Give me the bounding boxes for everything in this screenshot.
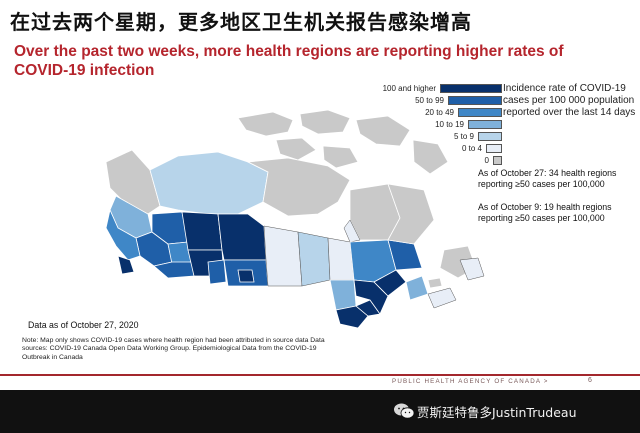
- slide-title-english: Over the past two weeks, more health reg…: [14, 43, 564, 79]
- region-sask-north: [181, 211, 223, 251]
- region-labrador: [387, 183, 435, 245]
- legend-label: 20 to 49: [425, 107, 454, 117]
- legend-swatch: [458, 107, 502, 117]
- region-bc-coastal: [105, 208, 141, 261]
- legend-swatch: [440, 83, 502, 93]
- region-new-brunswick: [405, 275, 429, 301]
- legend-row-zero: 0: [433, 155, 502, 165]
- arctic-islands: [237, 110, 449, 175]
- legend-row-100-plus: 100 and higher: [380, 83, 502, 93]
- footer-divider: [0, 374, 640, 376]
- region-nl-east: [459, 257, 485, 281]
- legend-swatch: [468, 119, 502, 129]
- region-nunavut: [246, 157, 351, 217]
- legend-swatch: [486, 143, 502, 153]
- canada-map: [88, 110, 500, 340]
- region-ontario-south: [335, 305, 369, 329]
- stat-october-27: As of October 27: 34 health regions repo…: [478, 168, 617, 189]
- legend-label: 10 to 19: [435, 119, 464, 129]
- region-arctic-island: [412, 139, 449, 175]
- legend-swatch: [478, 131, 502, 141]
- legend-label: 5 to 9: [453, 131, 474, 141]
- region-northwest-territories: [149, 151, 269, 215]
- region-ontario-central: [329, 279, 357, 311]
- region-sask-southeast: [207, 259, 227, 285]
- source-note: Note: Map only shows COVID-19 cases wher…: [22, 337, 325, 361]
- data-date: Data as of October 27, 2020: [28, 320, 139, 330]
- wechat-icon: [393, 402, 415, 420]
- region-arctic-island: [322, 145, 359, 169]
- map-legend: 100 and higher 50 to 99 20 to 49 10 to 1…: [362, 83, 502, 167]
- region-nova-scotia: [427, 287, 457, 309]
- stat-october-9: As of October 9: 19 health regions repor…: [478, 202, 612, 223]
- legend-row-50-99: 50 to 99: [388, 95, 502, 105]
- slide-title-chinese: 在过去两个星期，更多地区卫生机关报告感染增高: [10, 10, 472, 34]
- region-ontario-north: [297, 231, 331, 287]
- legend-row-5-9: 5 to 9: [418, 131, 502, 141]
- region-manitoba-north: [217, 213, 267, 261]
- legend-label: 0: [484, 155, 489, 165]
- page-number: 6: [588, 377, 592, 384]
- region-alberta-calgary: [153, 261, 195, 279]
- region-arctic-island: [275, 137, 317, 161]
- legend-swatch: [448, 95, 502, 105]
- region-pei: [427, 277, 443, 289]
- region-arctic-island: [299, 110, 351, 135]
- region-yukon: [105, 149, 161, 215]
- region-bc-fraser: [117, 255, 135, 275]
- legend-label: 50 to 99: [415, 95, 444, 105]
- legend-label: 100 and higher: [382, 83, 436, 93]
- legend-row-10-19: 10 to 19: [408, 119, 502, 129]
- canada-map-svg: [105, 110, 485, 329]
- legend-row-20-49: 20 to 49: [398, 107, 502, 117]
- region-arctic-island: [355, 115, 411, 147]
- legend-swatch: [493, 155, 502, 165]
- region-ontario-northwest: [263, 225, 303, 287]
- watermark-band: [0, 390, 640, 433]
- legend-row-0-4: 0 to 4: [426, 143, 502, 153]
- agency-name: PUBLIC HEALTH AGENCY OF CANADA >: [392, 378, 549, 385]
- region-manitoba-winnipeg: [237, 269, 255, 283]
- legend-label: 0 to 4: [461, 143, 482, 153]
- legend-description: Incidence rate of COVID-19 cases per 100…: [503, 83, 636, 118]
- footer-bar: [0, 376, 640, 390]
- region-arctic-island: [237, 111, 294, 137]
- watermark-text: 贾斯廷特鲁多JustinTrudeau: [417, 405, 577, 420]
